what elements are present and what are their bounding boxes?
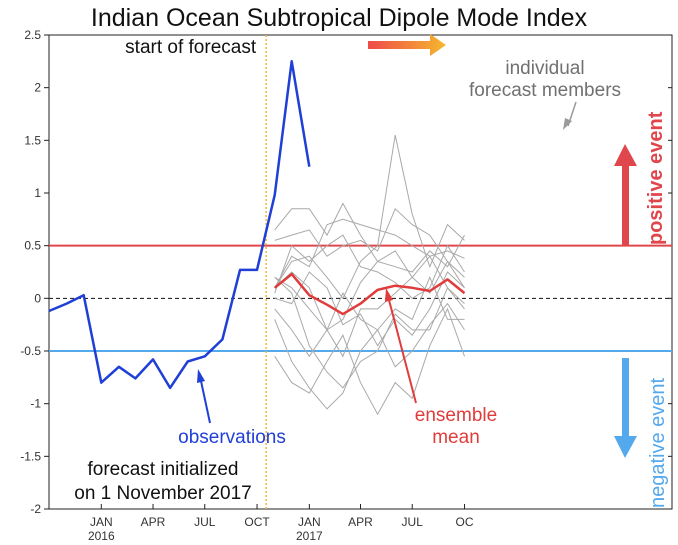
observations-label: observations bbox=[178, 427, 286, 448]
x-tick-label: JAN bbox=[90, 515, 113, 529]
y-tick-label: -1.5 bbox=[20, 449, 41, 463]
forecast-member-line bbox=[274, 134, 465, 300]
y-tick-label: -2 bbox=[30, 502, 41, 516]
forecast-member-line bbox=[274, 218, 465, 289]
ensemble-mean-pointer-head bbox=[385, 288, 393, 302]
forecast-member-line bbox=[274, 255, 465, 358]
series-layer bbox=[48, 60, 466, 390]
forecast-member-line bbox=[274, 307, 465, 416]
start-forecast-arrow bbox=[368, 34, 446, 56]
x-tick-year: 2016 bbox=[88, 529, 115, 543]
forecast-member-line bbox=[274, 207, 465, 278]
y-tick-label: -1 bbox=[30, 397, 41, 411]
ensemble-mean-pointer bbox=[388, 299, 417, 404]
forecast-member-line bbox=[274, 234, 465, 299]
observations-pointer bbox=[200, 380, 211, 424]
members-pointer-head bbox=[563, 118, 572, 130]
forecast-member-line bbox=[274, 202, 465, 273]
x-tick-label: APR bbox=[348, 515, 373, 529]
y-tick-label: 1.5 bbox=[24, 133, 41, 147]
forecast-member-line bbox=[274, 271, 465, 347]
observations-line bbox=[48, 60, 311, 390]
members-label: individual forecast members bbox=[469, 58, 621, 101]
forecast-member-line bbox=[274, 302, 465, 410]
y-tick-label: -0.5 bbox=[20, 344, 41, 358]
y-tick-label: 0 bbox=[34, 291, 41, 305]
negative-event-label: negative event bbox=[647, 377, 669, 508]
positive-arrow-shaft bbox=[622, 164, 629, 246]
forecast-initialized-label: forecast initialized on 1 November 2017 bbox=[74, 459, 251, 504]
x-tick-year: 2017 bbox=[296, 529, 323, 543]
y-tick-label: 2.5 bbox=[24, 28, 41, 42]
x-tick-label: JUL bbox=[194, 515, 216, 529]
forecast-members bbox=[274, 134, 465, 416]
forecast-member-line bbox=[274, 276, 465, 389]
negative-arrow-head bbox=[614, 436, 637, 458]
plot-frame bbox=[48, 34, 673, 510]
x-tick-label: JAN bbox=[298, 515, 321, 529]
x-tick-label: OCT bbox=[244, 515, 270, 529]
x-tick-label: OC bbox=[456, 515, 474, 529]
x-tick-label: JUL bbox=[402, 515, 424, 529]
ensemble-mean-label: ensemble mean bbox=[415, 405, 497, 448]
y-tick-label: 2 bbox=[34, 81, 41, 95]
y-tick-label: 1 bbox=[34, 186, 41, 200]
ensemble-mean-line bbox=[273, 272, 466, 316]
forecast-member-line bbox=[274, 276, 465, 358]
negative-arrow-shaft bbox=[622, 358, 629, 438]
start-forecast-label: start of forecast bbox=[125, 37, 257, 58]
annotations: start of forecast individual forecast memb… bbox=[74, 34, 669, 508]
chart-title: Indian Ocean Subtropical Dipole Mode Ind… bbox=[91, 4, 588, 32]
x-tick-label: APR bbox=[141, 515, 166, 529]
positive-arrow-head bbox=[614, 144, 637, 166]
y-tick-label: 0.5 bbox=[24, 239, 41, 253]
observations-pointer-head bbox=[197, 369, 205, 383]
positive-event-label: positive event bbox=[645, 111, 667, 245]
